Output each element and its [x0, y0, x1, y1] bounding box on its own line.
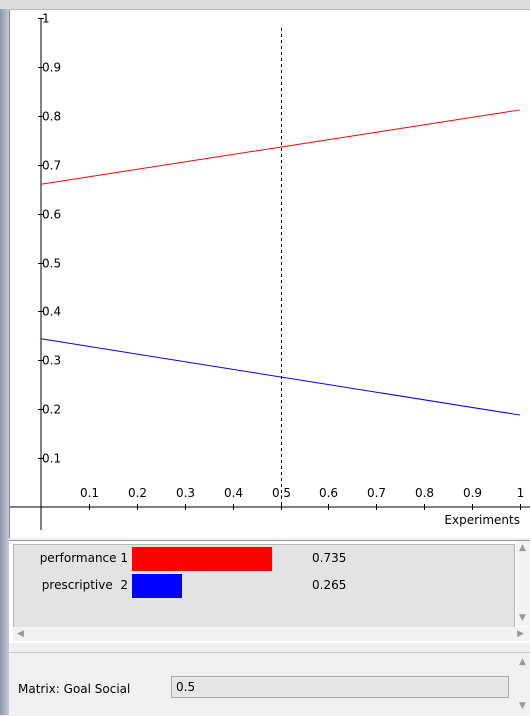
- scroll-up-icon[interactable]: ▲: [519, 657, 526, 667]
- x-tick-label: 0.2: [128, 486, 147, 500]
- x-tick-label: 0.8: [415, 486, 434, 500]
- y-tick-label: 1: [42, 12, 50, 26]
- x-tick-label: 0.9: [463, 486, 482, 500]
- legend-label-performance: performance 1: [39, 551, 128, 565]
- scroll-down-icon[interactable]: ▼: [519, 613, 526, 623]
- y-tick-label: 0.9: [42, 61, 61, 75]
- y-tick-label: 0.8: [42, 110, 61, 124]
- legend-vertical-scrollbar[interactable]: ▲ ▼: [516, 541, 530, 626]
- line-chart: 0.1 0.2 0.3 0.4 0.5 0.6 0.7 0.8 0.9 1 0.1 0.2 0.3 0.4…: [10, 12, 530, 530]
- y-tick-label: 0.5: [42, 257, 61, 271]
- scroll-left-icon[interactable]: ◀: [17, 629, 24, 639]
- parameter-label: Matrix: Goal Social: [18, 682, 131, 696]
- scroll-down-icon[interactable]: ▼: [519, 701, 526, 711]
- legend-value-performance: 0.735: [312, 551, 347, 565]
- legend-panel: performance 1 0.735 prescriptive 2 0.265…: [9, 540, 530, 643]
- y-tick-label: 0.7: [42, 159, 61, 173]
- legend-label-prescriptive: prescriptive 2: [41, 578, 128, 592]
- x-tick-label: 0.7: [367, 486, 386, 500]
- series-line-1: [40, 109, 521, 185]
- window-left-edge: [0, 9, 9, 715]
- parameter-panel: Matrix: Goal Social 0.5 ▲ ▼: [9, 652, 530, 716]
- legend-row-prescriptive: prescriptive 2 0.265: [14, 574, 514, 600]
- x-tick-label: 1: [517, 486, 525, 500]
- legend-list: performance 1 0.735 prescriptive 2 0.265: [13, 544, 515, 628]
- x-axis-label: Experiments: [444, 513, 520, 527]
- y-tick-label: 0.2: [42, 403, 61, 417]
- parameter-value: 0.5: [176, 680, 196, 694]
- scroll-right-icon[interactable]: ▶: [517, 629, 524, 639]
- parameter-vertical-scrollbar[interactable]: ▲ ▼: [516, 653, 530, 716]
- y-tick-label: 0.3: [42, 354, 61, 368]
- x-tick-label: 0.6: [319, 486, 338, 500]
- legend-bar-prescriptive: [132, 574, 182, 598]
- y-tick-label: 0.4: [42, 305, 61, 319]
- parameter-value-field[interactable]: 0.5: [171, 676, 509, 698]
- y-tick-label: 0.6: [42, 208, 61, 222]
- y-tick-label: 0.1: [42, 452, 61, 466]
- x-tick-label: 0.4: [224, 486, 243, 500]
- legend-bar-performance: [132, 547, 272, 571]
- x-tick-label: 0.3: [176, 486, 195, 500]
- legend-row-performance: performance 1 0.735: [14, 547, 514, 573]
- x-tick-label: 0.1: [80, 486, 99, 500]
- legend-value-prescriptive: 0.265: [312, 578, 347, 592]
- window-top-strip: [0, 0, 530, 10]
- series-line-2: [40, 338, 521, 416]
- plot-panel: 0.1 0.2 0.3 0.4 0.5 0.6 0.7 0.8 0.9 1 0.1 0.2 0.3 0.4…: [9, 10, 530, 538]
- scroll-up-icon[interactable]: ▲: [519, 543, 526, 553]
- legend-horizontal-scrollbar[interactable]: ◀ ▶: [13, 627, 530, 641]
